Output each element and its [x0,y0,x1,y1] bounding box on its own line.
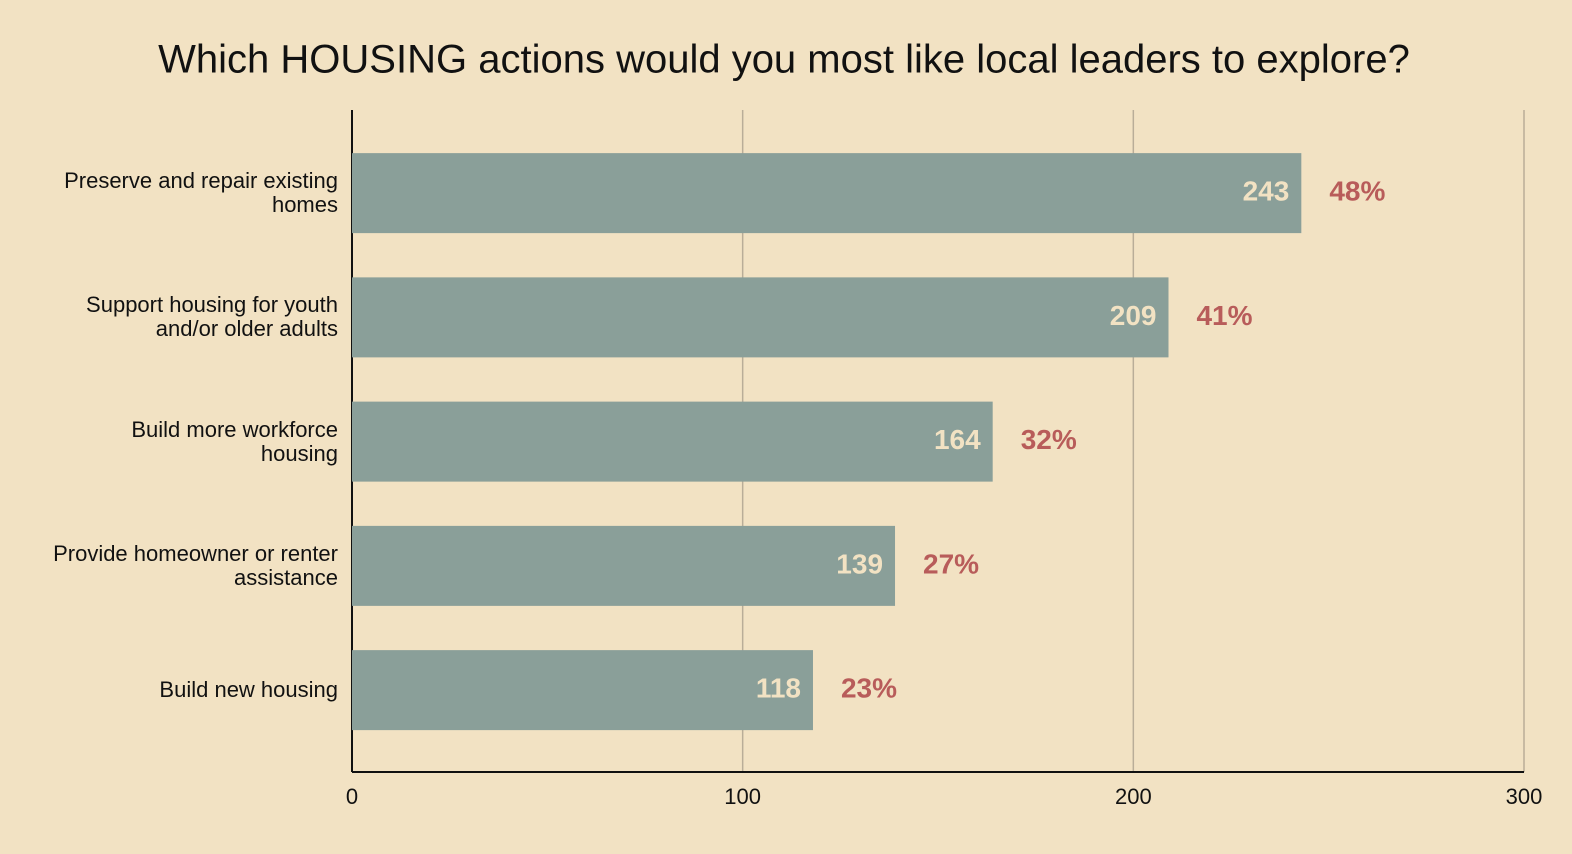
value-label: 164 [934,424,981,455]
value-label: 118 [756,673,801,704]
share-label: 32% [1021,424,1077,455]
x-tick-label: 100 [724,784,761,809]
x-tick-label: 200 [1115,784,1152,809]
share-label: 23% [841,673,897,704]
x-tick-label: 0 [346,784,358,809]
value-label: 243 [1243,176,1290,207]
share-label: 41% [1196,300,1252,331]
bar [352,525,896,606]
chart-title: Which HOUSING actions would you most lik… [158,38,1410,82]
bar [352,401,993,482]
y-tick-label: Build new housing [159,677,338,703]
share-label: 48% [1329,176,1385,207]
bar [352,153,1302,234]
share-label: 27% [923,548,979,579]
x-tick-label: 300 [1506,784,1543,809]
y-tick-label: Support housing for youth and/or older a… [86,292,338,342]
bar [352,277,1169,358]
value-label: 209 [1110,300,1157,331]
y-tick-label: Preserve and repair existing homes [64,168,338,218]
bar [352,650,813,731]
value-label: 139 [836,548,883,579]
y-tick-label: Build more workforce housing [131,416,338,466]
y-tick-label: Provide homeowner or renter assistance [53,540,338,590]
